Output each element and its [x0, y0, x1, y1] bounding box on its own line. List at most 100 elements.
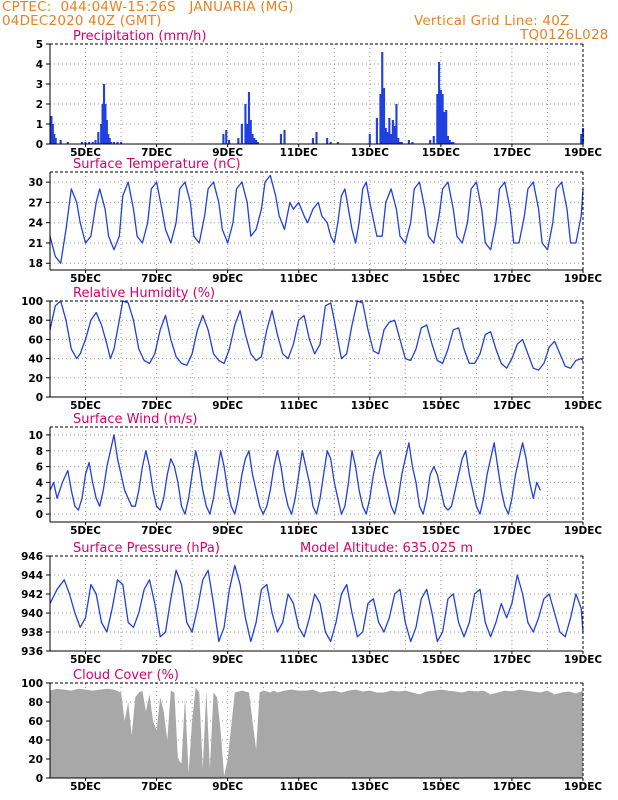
precip-bar [279, 134, 283, 144]
series-line [49, 434, 541, 515]
x-tick-label: 5DEC [70, 781, 101, 793]
x-tick-label: 13DEC [351, 147, 390, 159]
precip-bar [311, 138, 315, 144]
precip-bar [382, 88, 386, 144]
precip-bar [407, 140, 410, 144]
precip-bar [107, 134, 110, 144]
x-tick-label: 7DEC [141, 525, 172, 537]
precip-bar [253, 138, 256, 144]
precip-bar [94, 140, 97, 144]
precip-bar [436, 94, 439, 144]
y-tick-label: 1 [36, 119, 43, 131]
x-tick-label: 11DEC [280, 400, 319, 412]
panel-3: 0 2 4 6 8 10 5DEC 7DEC 9DEC 11DEC 13DEC 15DEC 17DEC 1… [28, 412, 602, 537]
y-tick-label: 60 [28, 334, 43, 346]
panel-subtitle: Model Altitude: 635.025 m [300, 541, 473, 556]
x-tick-label: 7DEC [141, 654, 172, 666]
x-tick-label: 19DEC [564, 147, 603, 159]
precip-bar [390, 134, 393, 144]
x-tick-label: 19DEC [564, 781, 603, 793]
precip-bar [429, 140, 432, 144]
y-tick-label: 100 [21, 296, 43, 308]
x-tick-label: 9DEC [212, 273, 243, 285]
y-tick-label: 80 [28, 697, 43, 709]
precip-bar [66, 142, 69, 144]
precip-bar [448, 140, 451, 144]
precip-bar [244, 104, 247, 144]
y-tick-label: 940 [21, 608, 43, 620]
x-tick-label: 11DEC [280, 525, 319, 537]
x-tick-label: 9DEC [212, 781, 243, 793]
panel-title: Relative Humidity (%) [73, 286, 215, 301]
precip-bar [388, 118, 391, 144]
panel-title: Cloud Cover (%) [73, 668, 179, 683]
precip-bar [384, 128, 387, 144]
x-tick-label: 11DEC [280, 147, 319, 159]
precip-bar [97, 132, 100, 144]
precip-bar [438, 62, 441, 144]
y-tick-label: 30 [28, 177, 43, 189]
precip-bar [398, 142, 402, 144]
precip-bar [400, 142, 403, 144]
precip-bar [116, 142, 119, 144]
x-tick-label: 5DEC [70, 400, 101, 412]
panel-5: 0 20 40 60 80 100 5DEC 7DEC 9DEC 11DEC 13DEC 15DEC 1… [21, 668, 602, 793]
precip-bar [283, 130, 286, 144]
y-tick-label: 4 [36, 59, 43, 71]
panel-title: Surface Temperature (nC) [73, 157, 241, 172]
x-tick-label: 5DEC [70, 273, 101, 285]
precip-bar [381, 52, 384, 144]
y-tick-label: 21 [28, 238, 43, 250]
precip-bar [237, 138, 240, 144]
x-tick-label: 11DEC [280, 781, 319, 793]
y-tick-label: 944 [21, 570, 43, 582]
y-tick-label: 10 [28, 430, 43, 442]
x-tick-label: 9DEC [212, 400, 243, 412]
precip-bar [246, 124, 249, 144]
x-tick-label: 9DEC [212, 147, 243, 159]
x-tick-label: 7DEC [141, 273, 172, 285]
x-tick-label: 15DEC [422, 781, 461, 793]
panel-4: 936 938 940 942 944 946 5DEC 7DEC 9DEC 11DEC 13DEC… [21, 541, 602, 666]
precip-bar [102, 84, 106, 144]
precip-bar [411, 142, 414, 144]
x-tick-label: 5DEC [70, 654, 101, 666]
y-tick-label: 27 [28, 197, 43, 209]
panel-1: 18 21 24 27 30 5DEC 7DEC 9DEC 11DEC 13DEC 15DEC 17D… [28, 157, 602, 285]
precip-bar [112, 142, 116, 144]
y-tick-label: 24 [28, 218, 43, 230]
y-tick-label: 2 [36, 99, 43, 111]
precip-bar [443, 112, 446, 144]
y-tick-label: 80 [28, 315, 43, 327]
precip-bar [251, 134, 254, 144]
precip-bar [59, 140, 62, 144]
x-tick-label: 19DEC [564, 273, 603, 285]
precip-bar [225, 130, 228, 144]
precip-bar [120, 142, 123, 144]
precip-bar [91, 142, 94, 144]
precip-bar [441, 94, 444, 144]
y-tick-label: 4 [36, 477, 43, 489]
precip-bar [391, 120, 394, 144]
x-tick-label: 7DEC [141, 781, 172, 793]
y-tick-label: 100 [21, 678, 43, 690]
y-tick-label: 40 [28, 354, 43, 366]
y-tick-label: 3 [36, 79, 43, 91]
precip-bar [108, 138, 111, 144]
precip-bar [88, 142, 91, 144]
x-tick-label: 7DEC [141, 400, 172, 412]
x-tick-label: 5DEC [70, 147, 101, 159]
panel-title: Surface Pressure (hPa) [73, 541, 220, 556]
precip-bar [256, 142, 259, 144]
precip-bar [375, 118, 378, 144]
precip-bar [53, 134, 56, 144]
y-tick-label: 2 [36, 493, 43, 505]
precip-bar [249, 120, 252, 144]
y-tick-label: 936 [21, 646, 43, 658]
x-tick-label: 11DEC [280, 654, 319, 666]
x-tick-label: 7DEC [141, 147, 172, 159]
panel-title: Surface Wind (m/s) [73, 412, 197, 427]
precip-bar [240, 124, 243, 144]
x-tick-label: 19DEC [564, 400, 603, 412]
